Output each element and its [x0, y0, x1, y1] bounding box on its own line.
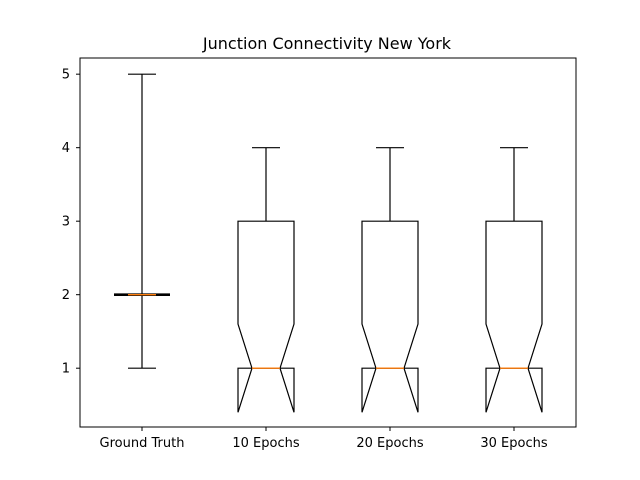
x-tick-label: Ground Truth	[100, 436, 185, 451]
boxes-layer	[114, 73, 543, 413]
box	[361, 220, 419, 413]
y-tick-label: 4	[62, 141, 70, 156]
chart-title: Junction Connectivity New York	[202, 34, 452, 53]
plot-frame	[79, 57, 577, 428]
y-tick-label: 1	[62, 362, 70, 377]
y-tick-label: 3	[62, 215, 70, 230]
box-group-2	[237, 147, 295, 413]
axes-layer: 1 2 3 4 5 Ground Truth 10 Epochs 20 Epochs 30 Ep…	[62, 57, 577, 451]
x-tick-label: 20 Epochs	[356, 436, 423, 451]
y-tick-label: 5	[62, 68, 70, 83]
x-tick-label: 10 Epochs	[232, 436, 299, 451]
x-tick-label: 30 Epochs	[480, 436, 547, 451]
box	[485, 220, 543, 413]
y-tick-label: 2	[62, 288, 70, 303]
box-group-3	[361, 147, 419, 413]
box-group-4	[485, 147, 543, 413]
box-group-1	[114, 73, 170, 369]
box	[237, 220, 295, 413]
